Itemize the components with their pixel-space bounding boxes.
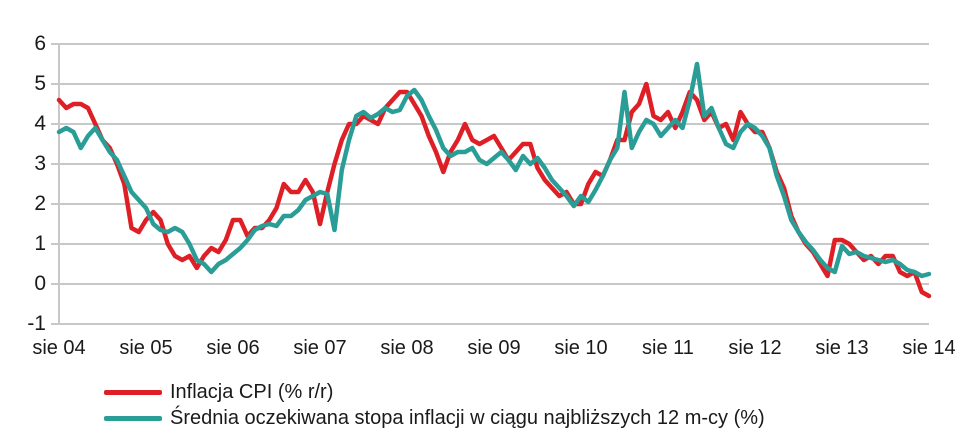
expected-inflation-line-swatch	[104, 415, 162, 421]
x-tick-label-sie-05: sie 05	[119, 337, 173, 359]
cpi-line-swatch	[104, 389, 162, 395]
x-tick-label-sie-06: sie 06	[206, 337, 260, 359]
y-tick-label-0: 0	[34, 272, 46, 295]
y-tick-label-3: 3	[34, 152, 46, 175]
x-tick-label-sie-10: sie 10	[554, 337, 608, 359]
y-tick-label-4: 4	[34, 112, 46, 135]
y-tick-label--1: -1	[27, 312, 46, 335]
x-tick-label-sie-13: sie 13	[815, 337, 869, 359]
x-tick-label-sie-09: sie 09	[467, 337, 521, 359]
x-tick-label-sie-12: sie 12	[728, 337, 782, 359]
x-tick-label-sie-14: sie 14	[902, 337, 956, 359]
x-tick-label-sie-08: sie 08	[380, 337, 434, 359]
expected-inflation-legend-label: Średnia oczekiwana stopa inflacji w ciąg…	[170, 406, 765, 429]
y-tick-label-1: 1	[34, 232, 46, 255]
x-tick-label-sie-07: sie 07	[293, 337, 347, 359]
y-tick-label-2: 2	[34, 192, 46, 215]
x-tick-label-sie-04: sie 04	[32, 337, 86, 359]
cpi-line	[56, 81, 932, 299]
legend-item-expected-inflation: Średnia oczekiwana stopa inflacji w ciąg…	[104, 405, 765, 431]
expected-line	[56, 61, 932, 279]
x-tick-label-sie-11: sie 11	[642, 337, 694, 359]
y-tick-label-6: 6	[34, 32, 46, 55]
cpi-legend-label: Inflacja CPI (% r/r)	[170, 380, 334, 403]
legend: Inflacja CPI (% r/r) Średnia oczekiwana …	[104, 379, 765, 431]
legend-item-cpi: Inflacja CPI (% r/r)	[104, 379, 765, 405]
y-tick-label-5: 5	[34, 72, 46, 95]
